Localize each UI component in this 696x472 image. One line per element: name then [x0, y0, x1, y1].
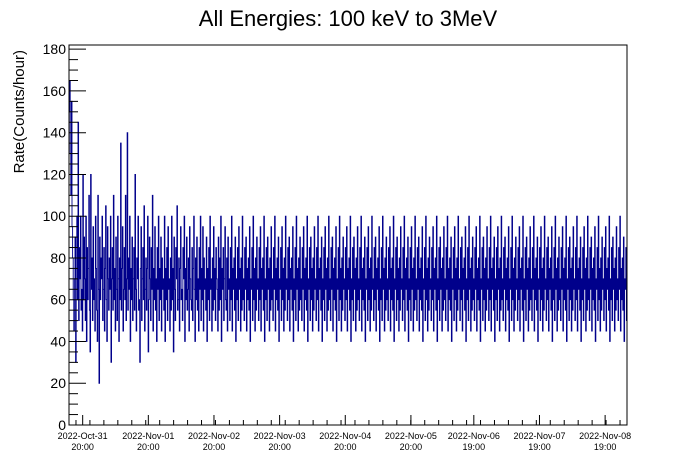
x-tick-date: 2022-Nov-01	[122, 431, 174, 441]
x-tick-time: 20:00	[137, 442, 160, 452]
x-tick-time: 19:00	[594, 442, 617, 452]
x-tick-time: 19:00	[528, 442, 551, 452]
y-axis-label: Rate(Counts/hour)	[11, 50, 28, 173]
y-axis: 0 20 40 60 80 100 120 140 160 180	[43, 41, 86, 433]
x-tick-time: 20:00	[400, 442, 423, 452]
x-tick-date: 2022-Nov-05	[385, 431, 437, 441]
series-line	[69, 80, 627, 384]
x-tick-time: 20:00	[268, 442, 291, 452]
x-axis: 2022-Oct-3120:002022-Nov-0120:002022-Nov…	[58, 415, 631, 452]
x-tick-date: 2022-Nov-03	[254, 431, 306, 441]
chart-title: All Energies: 100 keV to 3MeV	[199, 6, 498, 31]
x-tick-time: 19:00	[463, 442, 486, 452]
y-tick-label: 60	[50, 292, 66, 308]
y-tick-label: 20	[50, 375, 66, 391]
y-tick-label: 100	[43, 208, 67, 224]
data-series	[69, 80, 627, 384]
x-tick-date: 2022-Nov-06	[448, 431, 500, 441]
y-tick-label: 180	[43, 41, 67, 57]
y-tick-label: 120	[43, 166, 67, 182]
y-tick-label: 160	[43, 83, 67, 99]
x-tick-date: 2022-Nov-07	[513, 431, 565, 441]
x-tick-date: 2022-Oct-31	[58, 431, 108, 441]
y-tick-label: 40	[50, 333, 66, 349]
x-tick-time: 20:00	[71, 442, 94, 452]
y-tick-label: 0	[58, 417, 66, 433]
x-tick-time: 20:00	[334, 442, 357, 452]
y-tick-label: 140	[43, 125, 67, 141]
x-tick-date: 2022-Nov-08	[579, 431, 631, 441]
x-tick-time: 20:00	[203, 442, 226, 452]
x-tick-date: 2022-Nov-02	[188, 431, 240, 441]
plot-frame	[68, 44, 628, 426]
y-tick-label: 80	[50, 250, 66, 266]
x-tick-date: 2022-Nov-04	[319, 431, 371, 441]
